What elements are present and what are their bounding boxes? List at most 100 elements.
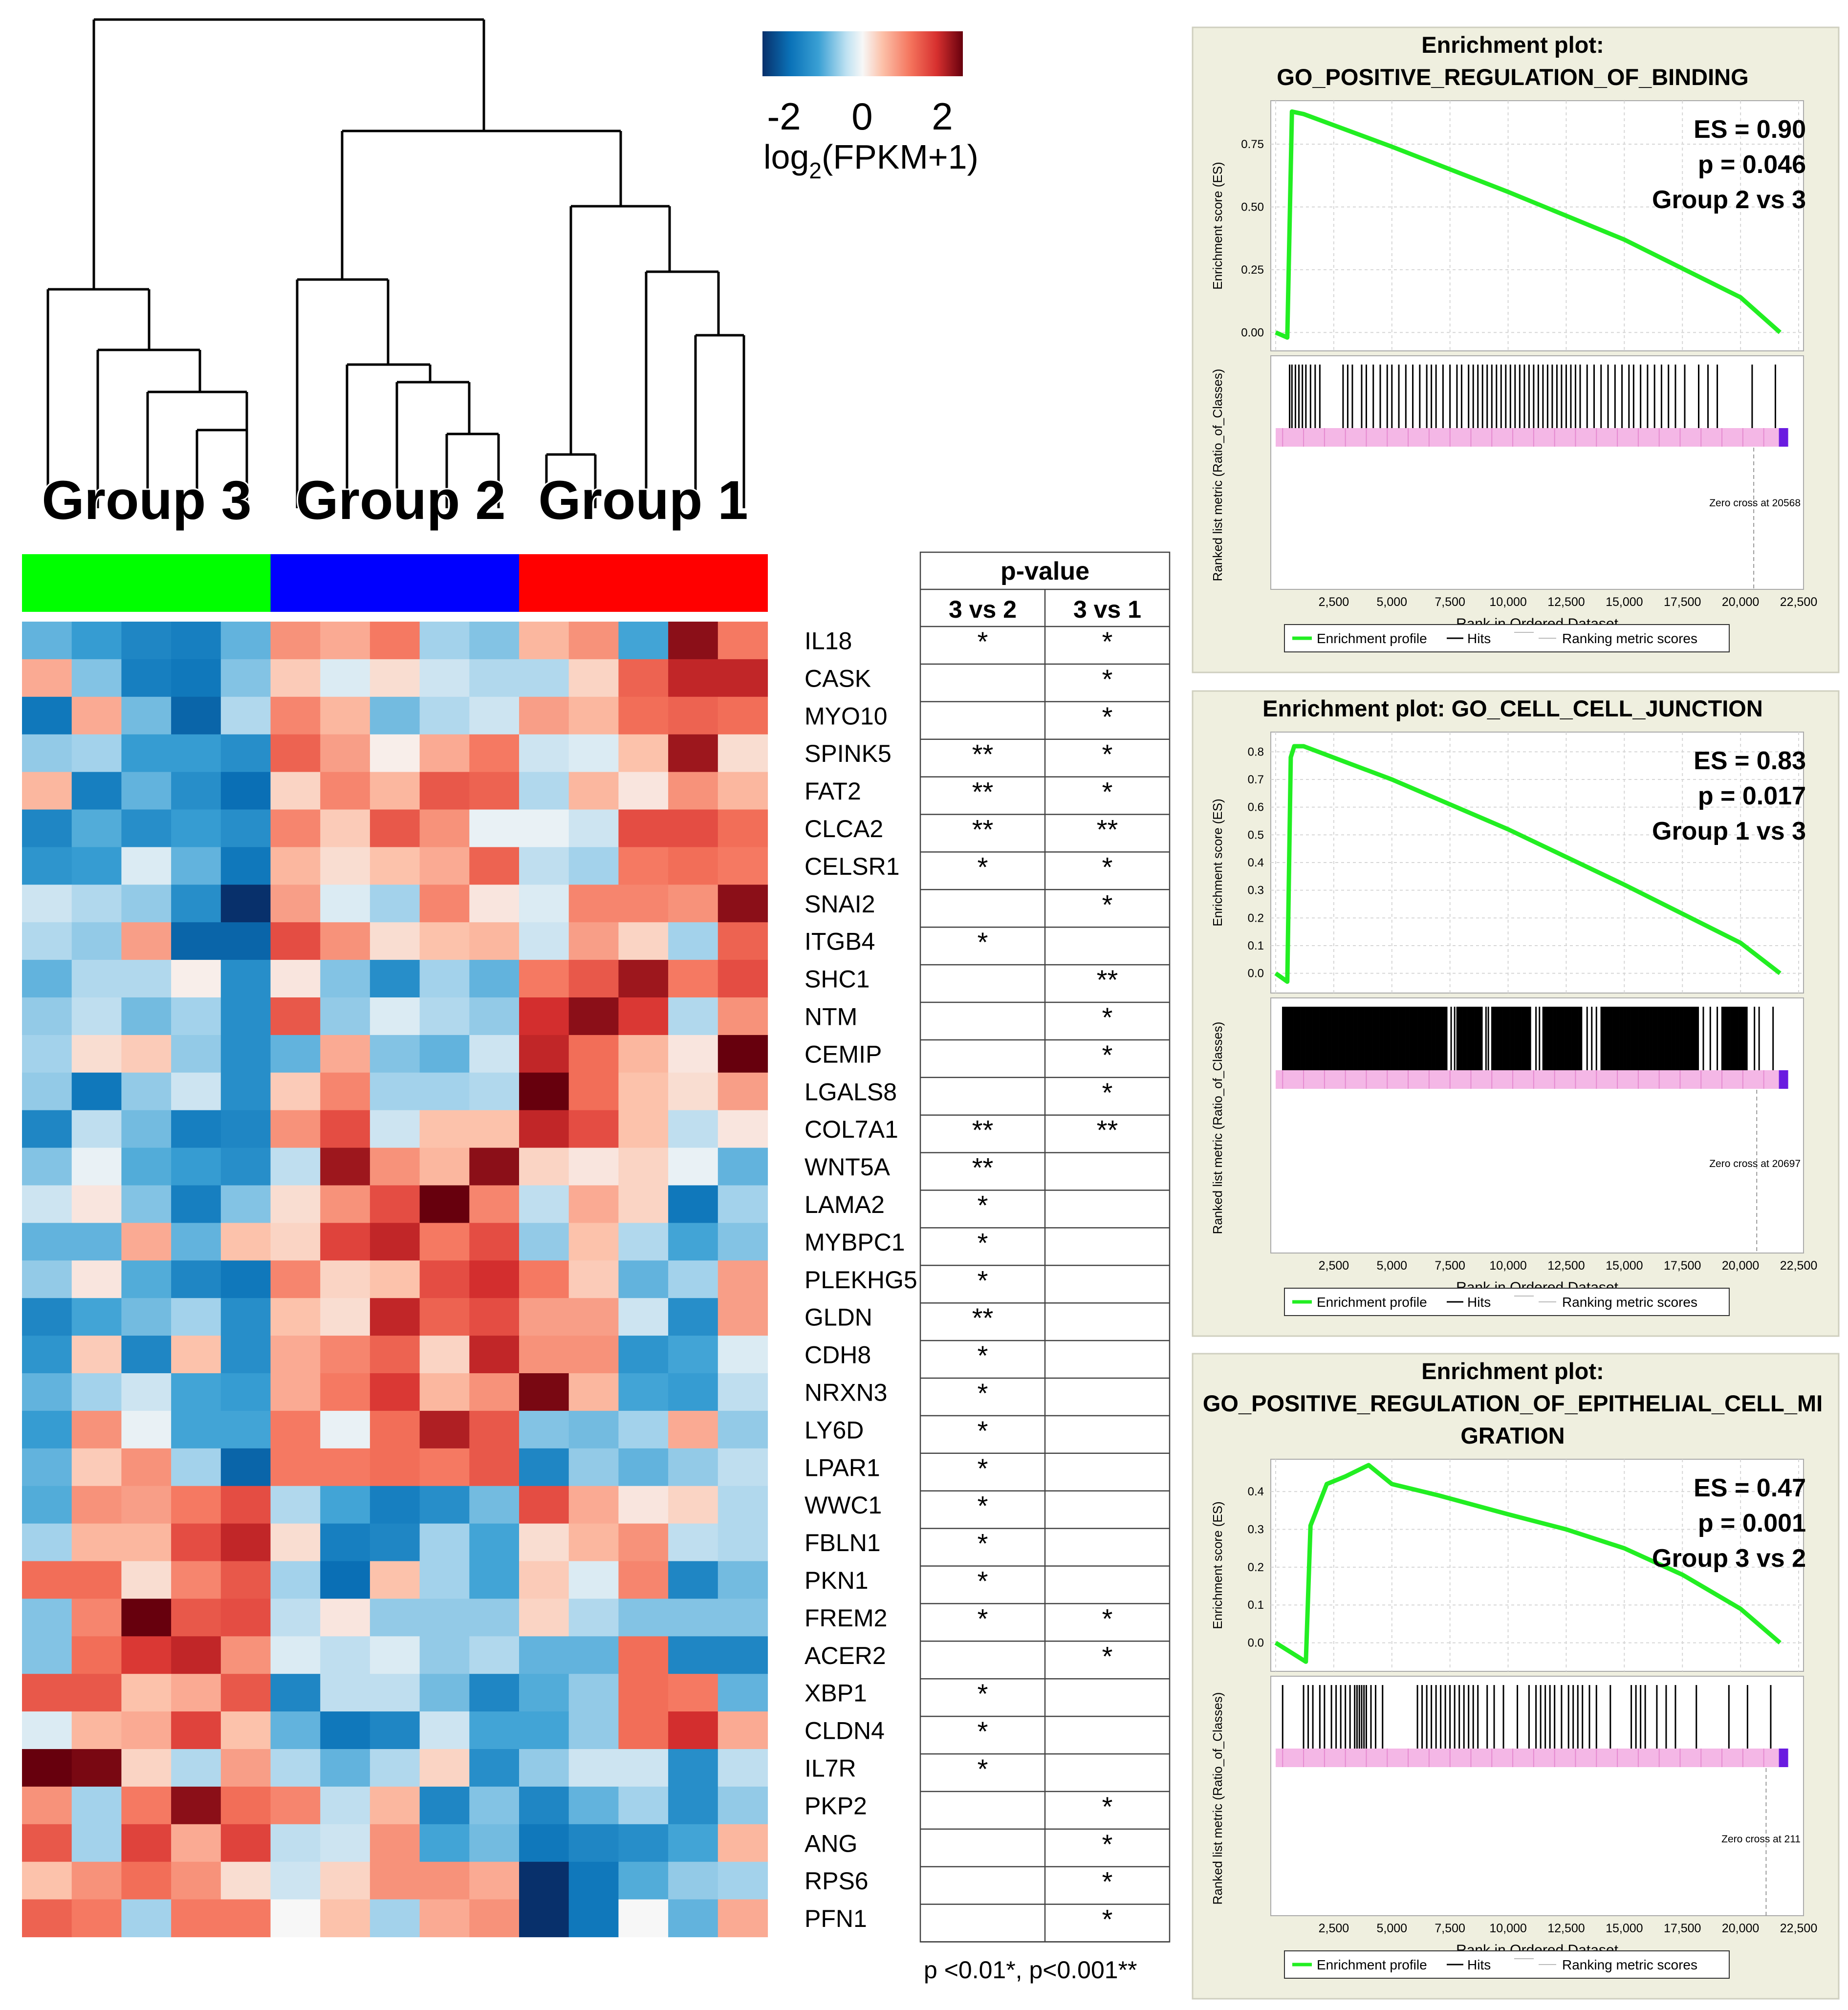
heatmap-cell	[469, 1561, 520, 1599]
heatmap-cell	[220, 1185, 271, 1223]
heatmap-cell	[419, 1486, 470, 1524]
heatmap-cell	[370, 1298, 420, 1336]
heatmap-cell	[469, 734, 520, 773]
gene-label: CLCA2	[804, 815, 883, 843]
table-cell: *	[1102, 889, 1113, 920]
gene-label: RPS6	[804, 1867, 869, 1895]
heatmap-cell	[618, 1899, 669, 1938]
heatmap-cell	[370, 1072, 420, 1111]
table-cell: **	[972, 739, 994, 770]
heatmap-cell	[121, 772, 172, 810]
heatmap-cell	[469, 1786, 520, 1825]
heatmap-cell	[270, 1636, 321, 1674]
enrichment-stat: p = 0.001	[1698, 1509, 1806, 1537]
heatmap-cell	[469, 885, 520, 923]
heatmap-cell	[668, 696, 718, 735]
heatmap-cell	[270, 734, 321, 773]
heatmap-cell	[121, 1336, 172, 1374]
panel-title: GO_POSITIVE_REGULATION_OF_BINDING	[1277, 64, 1748, 90]
heatmap-cell	[717, 1711, 768, 1750]
colorbar-label: log2(FPKM+1)	[763, 138, 978, 183]
legend-label: Ranking metric scores	[1562, 631, 1697, 646]
x-tick-label: 17,500	[1664, 595, 1701, 609]
heatmap-cell	[370, 1110, 420, 1148]
heatmap-cell	[370, 997, 420, 1036]
heatmap-cell	[220, 1223, 271, 1261]
heatmap-cell	[71, 1448, 122, 1487]
heatmap-cell	[121, 1599, 172, 1637]
heatmap-cell	[568, 734, 619, 773]
gene-label: CASK	[804, 665, 871, 692]
x-tick-label: 17,500	[1664, 1259, 1701, 1273]
heatmap-cell	[618, 1260, 669, 1298]
heatmap-cell	[668, 1486, 718, 1524]
heatmap-cell	[469, 696, 520, 735]
heatmap-cell	[320, 1448, 370, 1487]
table-cell: *	[978, 1415, 988, 1446]
heatmap-cell	[568, 997, 619, 1036]
heatmap-cell	[568, 1599, 619, 1637]
heatmap-cell	[22, 885, 72, 923]
heatmap-cell	[220, 622, 271, 660]
legend-label: Hits	[1467, 1295, 1491, 1310]
heatmap-cell	[568, 1072, 619, 1111]
heatmap-cell	[270, 659, 321, 697]
table-cell: *	[978, 1227, 988, 1258]
heatmap-cell	[717, 1072, 768, 1111]
table-column-header: 3 vs 2	[949, 596, 1017, 623]
legend-box	[1284, 1950, 1730, 1979]
heatmap-cell	[71, 1185, 122, 1223]
heatmap-cell	[618, 696, 669, 735]
gene-label: ANG	[804, 1830, 857, 1857]
heatmap-cell	[419, 1711, 470, 1750]
heatmap-cell	[469, 1636, 520, 1674]
heatmap-cell	[519, 1523, 569, 1562]
x-tick-label: 15,000	[1606, 1922, 1643, 1935]
heatmap-cell	[171, 922, 221, 960]
heatmap-cell	[171, 1223, 221, 1261]
heatmap-cell	[121, 734, 172, 773]
heatmap-cell	[171, 1599, 221, 1637]
x-tick-label: 5,000	[1376, 595, 1407, 609]
x-tick-label: 7,500	[1435, 595, 1465, 609]
heatmap-cell	[519, 1636, 569, 1674]
heatmap-cell	[171, 1336, 221, 1374]
table-cell: *	[978, 1678, 988, 1709]
heatmap-cell	[22, 1561, 72, 1599]
y-tick-label: 0.2	[1248, 911, 1264, 925]
heatmap-cell	[220, 1523, 271, 1562]
heatmap-cell	[270, 1749, 321, 1787]
heatmap-cell	[22, 1486, 72, 1524]
table-cell: **	[972, 1152, 994, 1183]
gene-label: MYBPC1	[804, 1229, 905, 1256]
heatmap-cell	[419, 1561, 470, 1599]
legend-label: Enrichment profile	[1317, 631, 1427, 646]
heatmap-cell	[22, 1373, 72, 1411]
heatmap-cell	[270, 1072, 321, 1111]
heatmap-cell	[171, 1749, 221, 1787]
y-tick-label: 0.6	[1248, 801, 1264, 814]
heatmap-cell	[220, 1824, 271, 1862]
heatmap-cell	[270, 1035, 321, 1073]
heatmap-cell	[320, 922, 370, 960]
gene-label: SNAI2	[804, 890, 875, 918]
heatmap-cell	[568, 1185, 619, 1223]
heatmap-cell	[171, 885, 221, 923]
heatmap-cell	[419, 1072, 470, 1111]
heatmap-cell	[668, 1072, 718, 1111]
zero-cross-label: Zero cross at 20568	[1709, 497, 1801, 509]
heatmap-cell	[717, 1260, 768, 1298]
heatmap-cell	[618, 1147, 669, 1186]
group-color-bar	[270, 554, 520, 612]
heatmap-cell	[121, 1072, 172, 1111]
zero-cross-label: Zero cross at 211	[1721, 1834, 1801, 1845]
es-y-axis-label: Enrichment score (ES)	[1210, 1501, 1225, 1629]
heatmap-cell	[370, 1824, 420, 1862]
heatmap-cell	[71, 885, 122, 923]
heatmap-cell	[121, 1749, 172, 1787]
heatmap-cell	[519, 696, 569, 735]
heatmap-cell	[568, 1147, 619, 1186]
heatmap-cell	[370, 659, 420, 697]
heatmap-cell	[220, 1599, 271, 1637]
gene-label: NRXN3	[804, 1379, 887, 1406]
